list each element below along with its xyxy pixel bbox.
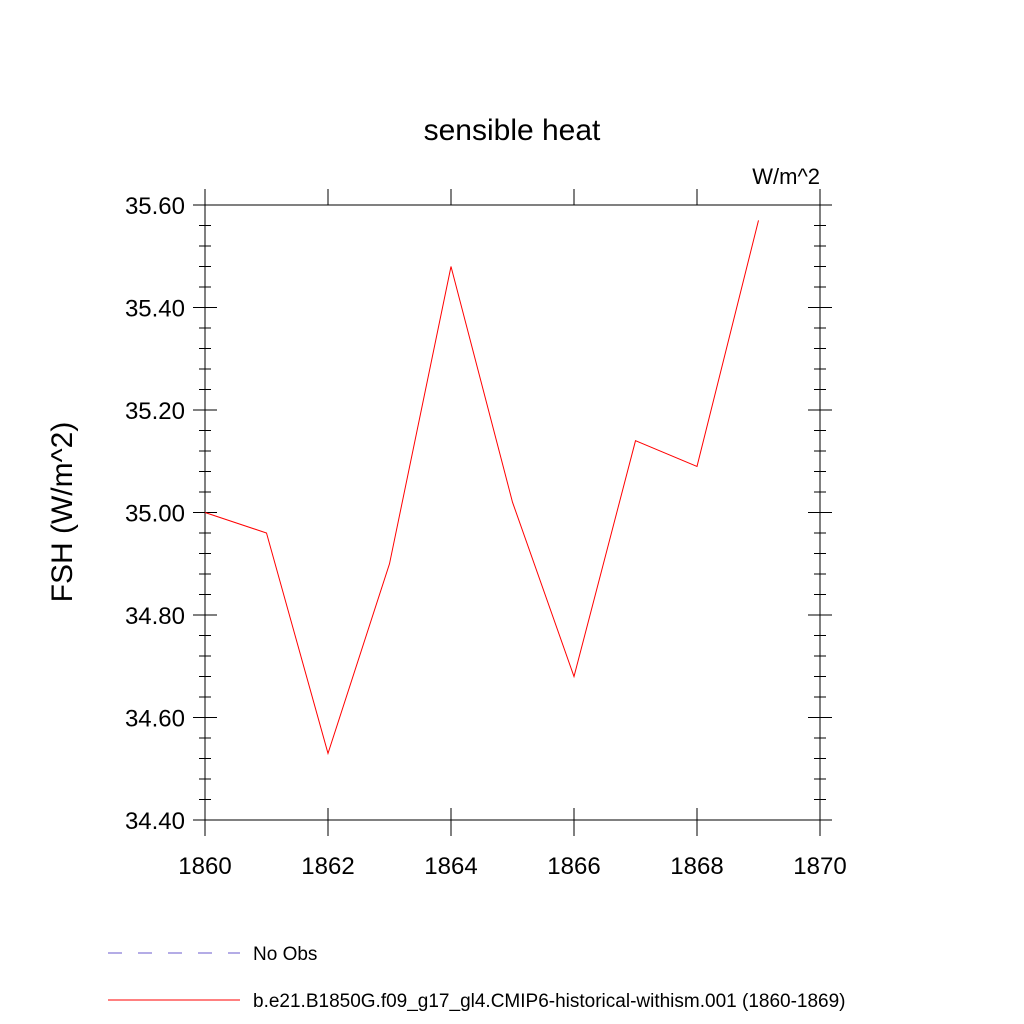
chart-title: sensible heat bbox=[424, 114, 601, 147]
legend-label: No Obs bbox=[253, 944, 317, 965]
y-tick-label: 34.40 bbox=[125, 808, 185, 835]
y-tick-label: 35.20 bbox=[125, 398, 185, 425]
legend-label: b.e21.B1850G.f09_g17_gl4.CMIP6-historica… bbox=[253, 991, 846, 1012]
y-tick-label: 35.00 bbox=[125, 501, 185, 528]
x-tick-label: 1870 bbox=[793, 853, 846, 880]
axis-tick-labels: 1860 1862 1864 1866 1868 1870 34.40 34.60 34.80 3… bbox=[125, 193, 847, 880]
x-tick-label: 1868 bbox=[670, 853, 723, 880]
y-axis-label: FSH (W/m^2) bbox=[46, 422, 79, 603]
y-tick-label: 35.40 bbox=[125, 296, 185, 323]
series-layer bbox=[204, 220, 759, 756]
y-tick-label: 34.80 bbox=[125, 603, 185, 630]
units-label: W/m^2 bbox=[752, 164, 820, 189]
y-tick-label: 34.60 bbox=[125, 706, 185, 733]
series-line bbox=[204, 220, 759, 756]
x-tick-label: 1862 bbox=[301, 853, 354, 880]
x-tick-label: 1860 bbox=[178, 853, 231, 880]
x-tick-label: 1866 bbox=[547, 853, 600, 880]
x-tick-label: 1864 bbox=[424, 853, 477, 880]
plot-frame bbox=[204, 204, 821, 821]
y-tick-label: 35.60 bbox=[125, 193, 185, 220]
legend: No Obs b.e21.B1850G.f09_g17_gl4.CMIP6-his… bbox=[108, 944, 846, 1012]
axis-ticks bbox=[193, 189, 832, 836]
